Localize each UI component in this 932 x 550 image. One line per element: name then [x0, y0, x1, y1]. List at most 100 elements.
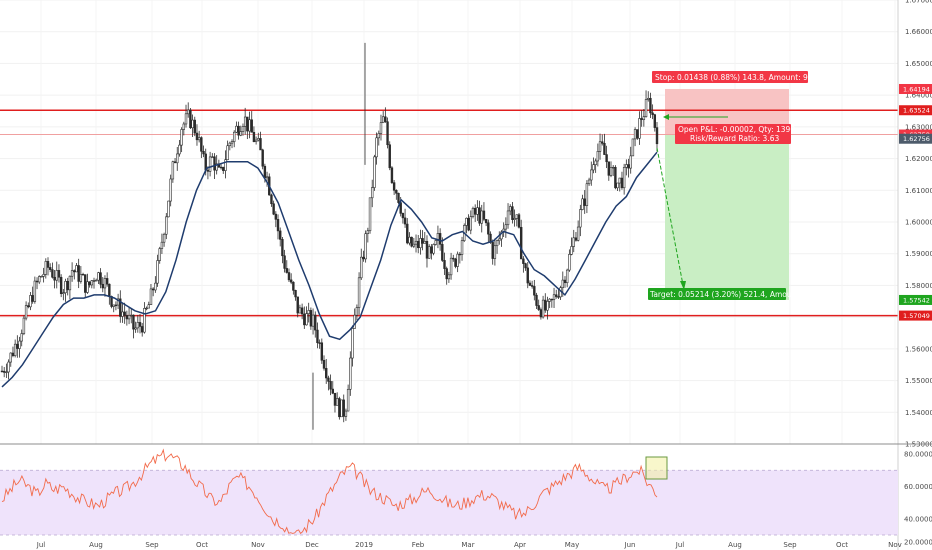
candle — [173, 158, 177, 164]
candle-body — [454, 258, 457, 267]
candle-body — [333, 392, 337, 406]
candle-body — [208, 156, 212, 172]
candle-body — [631, 138, 635, 157]
rsi-axis[interactable]: 80.0000 60.0000 40.0000 20.0000 — [904, 451, 932, 547]
candle — [279, 227, 282, 247]
take-profit-zone[interactable] — [665, 134, 789, 300]
candle — [134, 321, 137, 333]
candle-body — [261, 149, 264, 167]
candle-body — [123, 311, 126, 316]
candle-body — [281, 239, 284, 257]
candle-body — [419, 238, 422, 249]
candle-body — [653, 114, 657, 128]
candle-body — [141, 326, 144, 333]
candle-body — [443, 260, 446, 269]
candle-body — [114, 304, 118, 307]
candle-body — [590, 169, 593, 181]
candle-body — [90, 280, 94, 286]
candle — [5, 363, 8, 378]
candle-body — [574, 237, 578, 241]
candle-body — [649, 97, 652, 114]
candle — [265, 171, 269, 187]
time-tick-label: Oct — [196, 541, 208, 549]
candle-body — [513, 218, 516, 220]
candle — [66, 277, 69, 296]
candle — [303, 306, 306, 329]
candle — [412, 237, 416, 249]
candle-body — [27, 305, 30, 308]
candle-body — [180, 129, 183, 146]
price-tick-label: 1.64000 — [905, 92, 932, 100]
price-tick-label: 1.55000 — [905, 377, 932, 385]
candle — [427, 244, 431, 259]
candle — [649, 92, 652, 118]
candle — [300, 303, 304, 320]
candle — [281, 236, 284, 264]
candle — [298, 304, 302, 314]
candle — [434, 239, 437, 246]
candle — [333, 392, 337, 413]
price-tick-label: 1.54000 — [905, 409, 932, 417]
candle — [141, 322, 144, 337]
candle-body — [311, 314, 315, 327]
candle — [35, 277, 39, 290]
candle — [375, 132, 378, 165]
candle-body — [351, 328, 354, 359]
candle — [228, 141, 232, 151]
candle-body — [173, 161, 177, 164]
candle-body — [353, 314, 356, 329]
candle-body — [530, 285, 534, 287]
candle — [351, 325, 354, 367]
time-axis[interactable]: Jul Aug Sep Oct Nov Dec 2019 Feb Mar Apr May Jun Jul… — [36, 541, 902, 549]
candle — [191, 114, 194, 137]
time-tick-label: Sep — [783, 541, 797, 549]
candle-body — [108, 283, 111, 297]
target-label[interactable]: Target: 0.05214 (3.20%) 521.4, Amount: 1… — [648, 288, 835, 300]
time-tick-label: Sep — [145, 541, 159, 549]
candle-body — [184, 113, 188, 125]
time-tick-label: May — [565, 541, 579, 549]
candle — [355, 304, 359, 321]
candle-body — [467, 217, 470, 231]
candle-body — [121, 311, 124, 317]
candle-body — [145, 307, 148, 310]
candle — [620, 171, 624, 190]
candle-body — [362, 256, 365, 260]
candle-body — [105, 278, 109, 285]
rsi-tick-label: 80.0000 — [904, 451, 932, 459]
candle — [88, 281, 91, 288]
candle — [360, 248, 363, 280]
candle-body — [248, 119, 251, 132]
candle — [618, 177, 621, 192]
candle-body — [526, 267, 529, 284]
candle-body — [66, 280, 69, 291]
candle — [40, 275, 43, 278]
candle — [187, 102, 190, 118]
price-tag-target: 1.57542 — [903, 296, 930, 304]
candle — [92, 277, 96, 289]
candle-body — [581, 198, 584, 210]
candle-body — [360, 256, 363, 279]
candle — [603, 133, 606, 155]
pnl-label[interactable]: Open P&L: -0.00002, Qty: 1390 Risk/Rewar… — [675, 124, 795, 144]
candle — [38, 275, 41, 285]
candle — [487, 219, 490, 243]
candle-body — [331, 388, 334, 394]
candle-body — [438, 233, 442, 245]
candle — [509, 204, 512, 216]
stop-label[interactable]: Stop: 0.01438 (0.88%) 143.8, Amount: 980… — [652, 71, 830, 83]
candle-body — [338, 398, 341, 418]
candle — [46, 257, 50, 276]
rsi-highlight-box[interactable] — [645, 456, 668, 480]
candle-body — [471, 207, 475, 217]
candle-body — [379, 122, 383, 134]
candle — [430, 244, 433, 260]
candle-body — [401, 213, 405, 219]
candle-body — [241, 126, 245, 132]
candle — [235, 121, 238, 134]
candle — [401, 212, 405, 224]
candle-body — [495, 240, 499, 247]
candle — [557, 288, 560, 299]
candle-body — [344, 410, 348, 417]
